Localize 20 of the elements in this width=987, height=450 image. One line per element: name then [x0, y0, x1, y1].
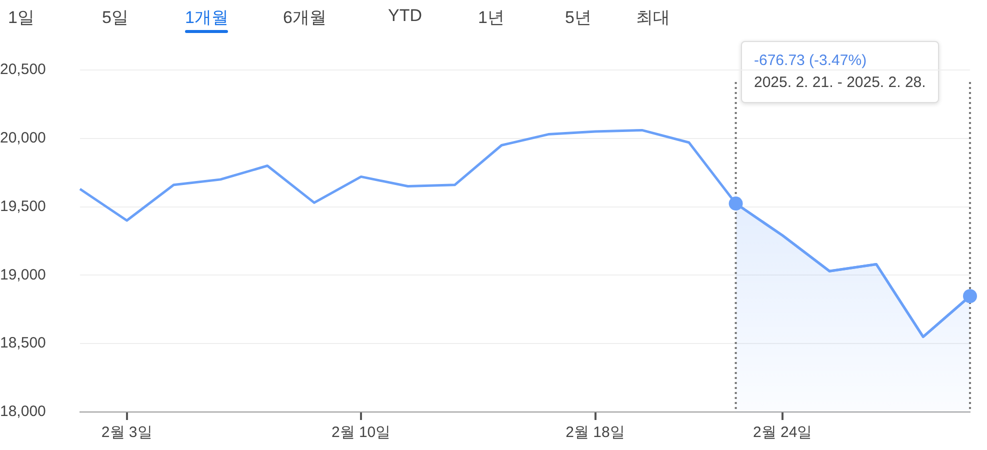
y-tick-label: 18,500: [0, 334, 46, 352]
y-tick-label: 20,000: [0, 130, 46, 147]
x-tick-label: 2월 18일: [566, 424, 625, 442]
text: 1개월: [185, 0, 228, 29]
text: 5년: [565, 7, 592, 29]
y-tick-label: 18,000: [0, 403, 46, 420]
x-tick-label: 2월 10일: [331, 424, 391, 442]
x-tick-label: 2월 3일: [101, 424, 152, 442]
text: 6개월: [283, 7, 326, 29]
text: -676.73 (-3.47%): [754, 51, 868, 71]
y-tick-label: 19,000: [0, 266, 46, 284]
y-tick-label: 19,500: [0, 198, 46, 215]
text: 5일: [102, 7, 128, 29]
text: 최대: [636, 7, 670, 29]
y-tick-label: 20,500: [0, 61, 46, 78]
text: 1년: [478, 7, 504, 29]
annotation: 2025. 2. 21. - 2025. 2. 28.: [754, 73, 926, 93]
text: 1일: [8, 7, 34, 29]
x-tick-label: 2월 24일: [753, 424, 812, 442]
text: YTD: [388, 5, 422, 26]
